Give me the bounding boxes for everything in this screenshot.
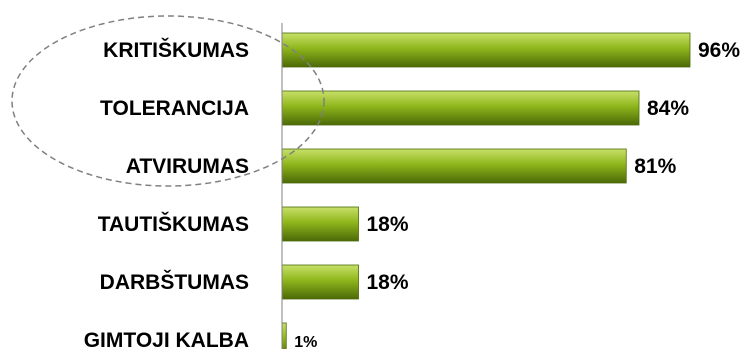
category-label-1: TOLERANCIJA	[100, 97, 249, 120]
bars-layer	[281, 32, 691, 349]
category-labels: KRITIŠKUMAS TOLERANCIJA ATVIRUMAS TAUTIŠKUM…	[84, 38, 249, 349]
bar-0	[281, 32, 691, 68]
bar-2	[281, 148, 627, 184]
value-label-4: 18%	[367, 271, 409, 294]
category-label-5: GIMTOJI KALBA	[84, 329, 249, 349]
value-label-0: 96%	[698, 39, 740, 62]
bar-5	[281, 322, 287, 349]
value-label-1: 84%	[647, 97, 689, 120]
bar-3	[281, 206, 359, 242]
bar-1	[281, 90, 640, 126]
value-label-3: 18%	[367, 213, 409, 236]
category-label-4: DARBŠTUMAS	[100, 270, 249, 294]
bar-4	[281, 264, 359, 300]
value-labels: 96% 84% 81% 18% 18% 1%	[294, 39, 740, 349]
category-label-2: ATVIRUMAS	[126, 155, 249, 178]
highlight-ellipse	[11, 15, 325, 187]
value-label-2: 81%	[634, 155, 676, 178]
category-label-3: TAUTIŠKUMAS	[98, 212, 249, 236]
category-label-0: KRITIŠKUMAS	[103, 38, 249, 62]
value-label-5: 1%	[294, 334, 317, 349]
